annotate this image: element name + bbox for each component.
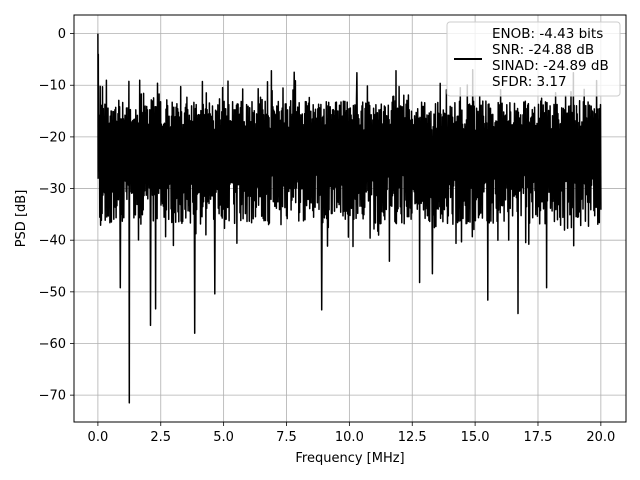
- x-tick-label: 10.0: [335, 430, 364, 445]
- plot-area: [97, 33, 602, 404]
- legend-entry-sinad: SINAD: -24.89 dB: [492, 58, 609, 74]
- x-tick-label: 20.0: [586, 430, 615, 445]
- x-tick-label: 7.5: [276, 430, 297, 445]
- y-axis-label: PSD [dB]: [14, 190, 29, 248]
- y-tick-label: −70: [39, 389, 66, 404]
- y-tick-label: −30: [39, 182, 66, 197]
- x-tick-label: 5.0: [213, 430, 234, 445]
- legend: ENOB: -4.43 bits SNR: -24.88 dB SINAD: -…: [446, 21, 621, 97]
- y-tick-label: −20: [39, 130, 66, 145]
- x-tick-label: 0.0: [88, 430, 109, 445]
- x-tick-label: 2.5: [150, 430, 171, 445]
- legend-box: [446, 21, 621, 97]
- x-tick-label: 15.0: [461, 430, 490, 445]
- x-axis-label: Frequency [MHz]: [295, 451, 404, 466]
- legend-entry-snr: SNR: -24.88 dB: [492, 42, 594, 58]
- y-tick-label: −50: [39, 285, 66, 300]
- x-tick-label: 12.5: [398, 430, 427, 445]
- y-tick-label: −60: [39, 337, 66, 352]
- legend-entry-enob: ENOB: -4.43 bits: [492, 26, 603, 42]
- axis-ticks: 0.0 2.5 5.0 7.5 10.0 12.5 15.0 17.5 20.0 0 −10 −20 −…: [39, 27, 616, 445]
- legend-entry-sfdr: SFDR: 3.17: [492, 74, 567, 90]
- y-tick-label: 0: [58, 27, 66, 42]
- y-tick-label: −10: [39, 79, 66, 94]
- psd-series-line: [97, 33, 602, 404]
- axes-frame: [73, 14, 627, 423]
- x-tick-label: 17.5: [524, 430, 553, 445]
- y-tick-label: −40: [39, 234, 66, 249]
